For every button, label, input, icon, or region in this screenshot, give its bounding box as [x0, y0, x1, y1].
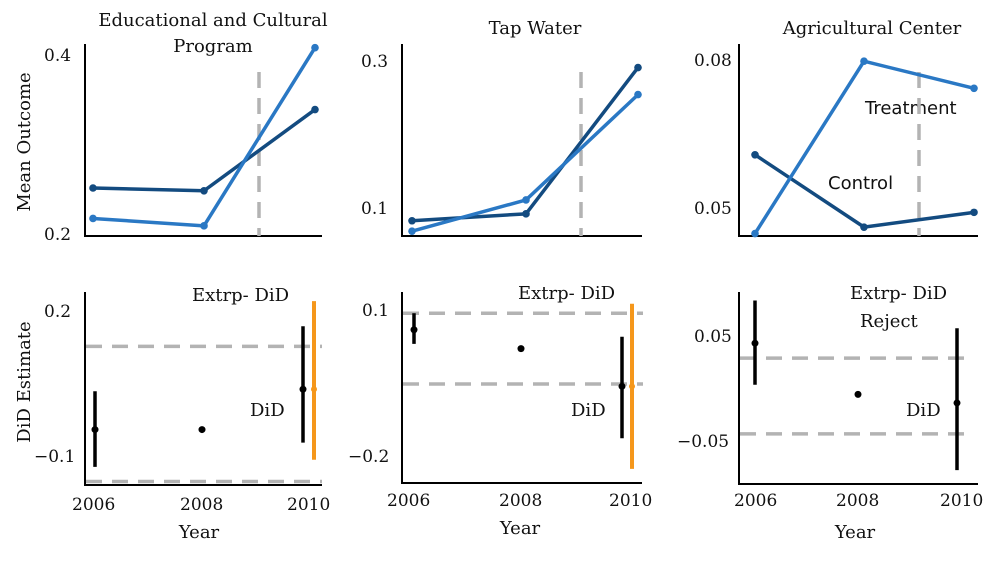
series-point-control — [634, 63, 642, 72]
x-tick-2010: 2010 — [940, 491, 983, 511]
x-tick-2008: 2008 — [180, 495, 223, 515]
panel-1-title-line1: Educational and Cultural — [98, 10, 328, 31]
panel-3-bottom-marks — [751, 300, 961, 471]
series-point-treatment — [860, 57, 868, 66]
did-point — [854, 390, 862, 398]
panel-2-title: Tap Water — [489, 18, 582, 39]
series-point-control — [522, 210, 530, 218]
panel-2-top-tick: 0.1 — [361, 199, 388, 219]
panel-3-top: Agricultural Center 0.08 0.05 Treatment … — [694, 18, 978, 238]
x-tick-2006: 2006 — [72, 495, 115, 515]
legend-control-label: Control — [828, 173, 893, 194]
panel-2-top-tick: 0.3 — [361, 52, 388, 72]
panel-2-bottom-tick: −0.2 — [348, 447, 389, 467]
x-tick-2006: 2006 — [387, 491, 430, 511]
did-point — [410, 326, 418, 334]
panel-3-top-series — [751, 57, 978, 238]
ylabel-mean-outcome: Mean Outcome — [14, 72, 35, 211]
did-point — [299, 385, 307, 393]
panel-1-bottom-tick: 0.2 — [44, 302, 71, 322]
panel-3-extrp-label: Extrp- DiD — [850, 283, 947, 304]
series-point-control — [89, 184, 97, 192]
panel-1-top-tick: 0.2 — [44, 225, 71, 245]
panel-2-reference-lines — [403, 311, 643, 386]
extrp-did-point — [311, 386, 317, 393]
panel-3-did-label: DiD — [906, 400, 941, 421]
legend-treatment-label: Treatment — [864, 98, 957, 119]
panel-1-extrp-label: Extrp- DiD — [192, 285, 289, 306]
panel-2-extrp-label: Extrp- DiD — [518, 283, 615, 304]
panel-3-top-tick: 0.05 — [694, 199, 732, 219]
panel-3-reject-label: Reject — [860, 311, 919, 332]
x-tick-2006: 2006 — [734, 491, 777, 511]
panel-2-bottom-tick: 0.1 — [362, 301, 389, 321]
panel-1-bottom-marks — [91, 301, 317, 467]
panel-3-title: Agricultural Center — [782, 18, 962, 39]
series-point-treatment — [751, 229, 759, 238]
panel-2-xlabel: Year — [499, 518, 541, 539]
panel-1-title-line2: Program — [173, 36, 252, 57]
series-line-control — [91, 107, 317, 193]
x-tick-2008: 2008 — [836, 491, 879, 511]
series-point-control — [408, 216, 416, 225]
series-point-control — [200, 186, 208, 195]
panel-3-xlabel: Year — [834, 522, 876, 543]
did-point — [517, 345, 525, 353]
series-point-control — [311, 105, 319, 114]
series-line-treatment — [753, 59, 976, 236]
panel-2-top: Tap Water 0.3 0.1 — [361, 18, 642, 237]
series-point-treatment — [522, 196, 530, 204]
did-point — [618, 382, 626, 390]
panel-3-bottom-tick: 0.05 — [694, 327, 732, 347]
series-line-treatment — [91, 45, 317, 228]
panel-1-top-series — [89, 43, 319, 236]
panel-2-bottom-marks — [410, 303, 635, 469]
did-point — [91, 426, 99, 434]
panel-1-top-tick: 0.4 — [44, 46, 71, 66]
panel-1-top: Educational and Cultural Program 0.4 0.2 — [44, 10, 328, 245]
panel-1-did-label: DiD — [250, 400, 285, 421]
series-point-control — [970, 208, 978, 217]
series-point-control — [860, 223, 868, 231]
series-point-treatment — [408, 227, 416, 235]
x-tick-2010: 2010 — [287, 495, 330, 515]
series-point-treatment — [311, 43, 319, 52]
panel-2-did-label: DiD — [571, 400, 606, 421]
did-point — [198, 426, 206, 434]
series-point-control — [751, 150, 759, 159]
series-point-treatment — [89, 214, 97, 223]
panel-3-top-tick: 0.08 — [694, 51, 732, 71]
did-point — [953, 399, 961, 407]
panel-3-reference-lines — [740, 356, 968, 436]
series-point-treatment — [970, 84, 978, 93]
extrp-did-point — [629, 383, 635, 390]
panel-1-bottom-tick: −0.1 — [34, 447, 75, 467]
panel-3-bottom: 0.05 −0.05 Extrp- DiD Reject DiD 2006 20… — [677, 283, 983, 543]
panel-1-reference-lines — [86, 344, 322, 484]
panel-2-top-series — [408, 63, 642, 236]
panel-2-bottom: 0.1 −0.2 Extrp- DiD DiD 2006 2008 2010 Y… — [348, 283, 652, 539]
did-point — [751, 339, 759, 347]
x-tick-2010: 2010 — [609, 491, 652, 511]
x-tick-2008: 2008 — [499, 491, 542, 511]
panel-1-bottom: 0.2 −0.1 Extrp- DiD DiD 2006 2008 2010 Y… — [34, 285, 330, 543]
panel-1-xlabel: Year — [178, 522, 220, 543]
ylabel-did-estimate: DiD Estimate — [14, 321, 35, 442]
series-point-treatment — [634, 90, 642, 99]
panel-3-bottom-tick: −0.05 — [677, 432, 729, 452]
series-point-treatment — [200, 222, 208, 230]
